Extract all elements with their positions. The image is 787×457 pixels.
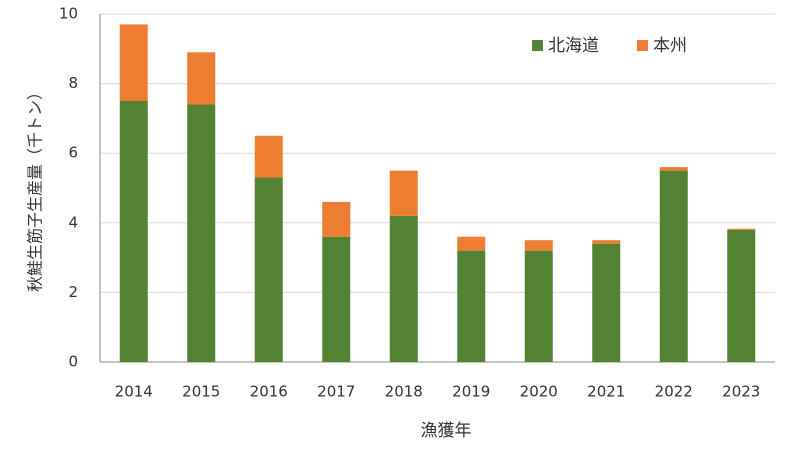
bar-segment [659, 167, 688, 171]
x-tick-label: 2014 [115, 383, 153, 401]
y-axis-label: 秋鮭生筋子生産量（千トン） [26, 84, 45, 292]
bar-segment [389, 170, 418, 216]
bar-segment [119, 101, 148, 362]
bar-segment [457, 236, 486, 251]
y-tick-label: 0 [68, 353, 78, 371]
legend-label: 本州 [653, 36, 687, 56]
y-tick-label: 10 [59, 5, 78, 23]
x-tick-label: 2020 [520, 383, 558, 401]
x-tick-label: 2023 [722, 383, 760, 401]
x-tick-label: 2018 [385, 383, 423, 401]
bar-segment [457, 250, 486, 362]
bar-segment [524, 250, 553, 362]
bar-segment [322, 236, 351, 362]
x-tick-label: 2019 [452, 383, 490, 401]
y-tick-label: 8 [68, 74, 78, 92]
legend-swatch [532, 40, 543, 51]
bar-segment [389, 215, 418, 362]
bar-segment [119, 24, 148, 101]
x-tick-label: 2021 [587, 383, 625, 401]
bar-segment [592, 240, 621, 244]
bar-segment [524, 240, 553, 251]
bar-segment [254, 177, 283, 362]
y-tick-label: 2 [68, 283, 78, 301]
bar-segment [322, 201, 351, 237]
y-tick-label: 6 [68, 144, 78, 162]
bar-segment [727, 228, 756, 230]
x-tick-label: 2016 [250, 383, 288, 401]
bar-segment [254, 135, 283, 178]
x-axis-label: 漁獲年 [421, 421, 472, 441]
bar-segment [592, 243, 621, 362]
y-tick-label: 4 [68, 213, 78, 231]
legend-label: 北海道 [548, 36, 599, 56]
bar-segment [659, 170, 688, 362]
x-tick-label: 2015 [182, 383, 220, 401]
bar-segment [187, 52, 216, 105]
bar-segment [187, 104, 216, 362]
legend-swatch [637, 40, 648, 51]
x-tick-label: 2017 [317, 383, 355, 401]
x-tick-label: 2022 [655, 383, 693, 401]
bar-segment [727, 229, 756, 362]
